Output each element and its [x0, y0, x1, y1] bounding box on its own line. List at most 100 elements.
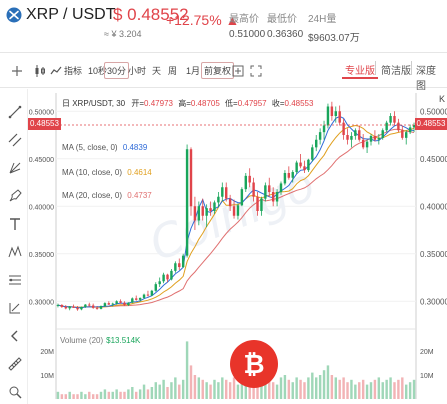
ruler-icon[interactable]	[8, 357, 22, 371]
candle-body	[197, 206, 201, 221]
drawing-toolbar	[0, 89, 28, 404]
candle-type-icon[interactable]	[34, 64, 46, 78]
fullscreen-icon[interactable]	[250, 64, 262, 78]
volume-bar	[205, 382, 208, 399]
ma10-line	[57, 124, 415, 308]
candle-body	[76, 307, 79, 310]
volume-bar	[162, 379, 165, 399]
tab-depth[interactable]: 深度图	[416, 66, 436, 92]
ma20-label: MA (20, close, 0)	[62, 191, 123, 200]
volume-bar	[221, 377, 224, 399]
toolbar-item-30m[interactable]: 30分	[104, 62, 130, 79]
volume-axis-tick-label: 20M	[40, 349, 54, 356]
volume-bar	[381, 382, 384, 399]
toolbar-item-adjust[interactable]: 前复权	[201, 62, 235, 79]
volume-bar	[354, 384, 357, 399]
volume-bar	[405, 384, 408, 399]
toolbar-item-week[interactable]: 周	[168, 66, 178, 76]
candle-body	[252, 182, 255, 197]
volume-bar	[142, 384, 146, 399]
header-cut-text: K	[439, 94, 446, 104]
candle-body	[401, 130, 404, 138]
candle-body	[369, 135, 373, 142]
volume-bar	[68, 391, 71, 399]
brush-icon[interactable]	[8, 189, 22, 203]
volume-bar	[107, 391, 111, 399]
volume-bar	[307, 377, 310, 399]
crosshair-plus-icon[interactable]	[10, 64, 24, 78]
candle-body	[217, 196, 220, 203]
volume-bar	[236, 384, 240, 399]
candle-body	[99, 306, 103, 309]
high-label: 最高价	[229, 14, 259, 25]
toolbar-item-month[interactable]: 1月	[186, 66, 201, 76]
y-axis-left-tick-label: 0.35000	[29, 252, 54, 259]
price-chart[interactable]: 0.50000 0.50000 0.45000 0.45000 0.40000 0.400…	[28, 89, 447, 404]
candle-body	[225, 187, 228, 199]
ma20-line	[57, 128, 415, 308]
y-axis-left-tick-label: 0.50000	[29, 109, 54, 116]
volume-bar	[373, 379, 377, 399]
candle-body	[346, 135, 349, 140]
tab-pro[interactable]: 专业版	[342, 59, 378, 79]
volume-bar	[338, 379, 341, 399]
candle-body	[361, 139, 365, 148]
tab-simple[interactable]: 简洁版	[381, 66, 411, 77]
last-price-flag-right: 0.48553	[415, 118, 447, 130]
collapse-arrow-icon[interactable]	[8, 329, 22, 343]
volume-axis-right-tick-label: 10M	[420, 373, 434, 380]
pitchfork-icon[interactable]	[8, 161, 22, 175]
volume-bar	[178, 384, 181, 399]
chart-toolbar: 指标 10秒 30分 小时 天 周 1月 前复权 专业版 简洁版 深度图	[0, 52, 447, 92]
pair-name: XRP / USDT	[26, 6, 116, 23]
indicator-icon[interactable]	[50, 64, 62, 78]
volume-bar	[264, 377, 267, 399]
volume-bar	[185, 341, 189, 399]
volume-bar	[361, 379, 365, 399]
candle-body	[91, 305, 95, 308]
volume-bar	[342, 377, 345, 399]
ma5-value: 0.4839	[122, 143, 148, 152]
y-axis-tick-label: 0.35000	[420, 250, 447, 259]
trend-line-icon[interactable]	[8, 105, 22, 119]
candle-body	[95, 307, 99, 309]
measure-icon[interactable]	[8, 301, 22, 315]
ma5-legend: MA (5, close, 0) 0.4839	[62, 143, 147, 152]
volume-bar	[88, 391, 91, 399]
candle-body	[193, 206, 197, 221]
settings-icon[interactable]	[232, 64, 244, 78]
candle-body	[264, 185, 267, 199]
price-cny: ≈ ¥ 3.204	[104, 29, 142, 39]
volume-bar	[84, 394, 87, 399]
ma10-legend: MA (10, close, 0) 0.4614	[62, 168, 152, 177]
volume-bar	[181, 379, 185, 399]
low-label: 最低价	[267, 14, 297, 25]
toolbar-item-day[interactable]: 天	[152, 66, 162, 76]
candle-body	[268, 185, 271, 192]
candle-body	[88, 304, 91, 306]
volume-bar	[397, 379, 400, 399]
volume-bar	[111, 391, 114, 399]
fibonacci-icon[interactable]	[8, 273, 22, 287]
candle-body	[377, 137, 381, 140]
toolbar-item-indicator[interactable]: 指标	[64, 66, 83, 76]
ohlc-low-label: 低=	[225, 99, 238, 108]
candle-body	[373, 135, 377, 140]
volume-bar	[322, 370, 326, 399]
y-axis-tick-label: 0.30000	[420, 297, 447, 306]
volume-bar	[154, 382, 157, 399]
candle-body	[405, 132, 408, 138]
zoom-icon[interactable]	[8, 385, 22, 399]
text-tool-icon[interactable]	[8, 217, 22, 231]
toolbar-item-10s[interactable]: 10秒	[88, 66, 108, 76]
candle-body	[162, 274, 165, 282]
parallel-channel-icon[interactable]	[8, 133, 22, 147]
toolbar-item-hour[interactable]: 小时	[128, 66, 147, 76]
candle-body	[295, 162, 298, 173]
candle-body	[326, 106, 330, 126]
pattern-icon[interactable]	[8, 245, 22, 259]
ohlc-high-value: 0.48705	[190, 99, 220, 108]
volume-bar	[260, 382, 263, 399]
candle-body	[84, 304, 87, 307]
volume-bar	[279, 377, 283, 399]
